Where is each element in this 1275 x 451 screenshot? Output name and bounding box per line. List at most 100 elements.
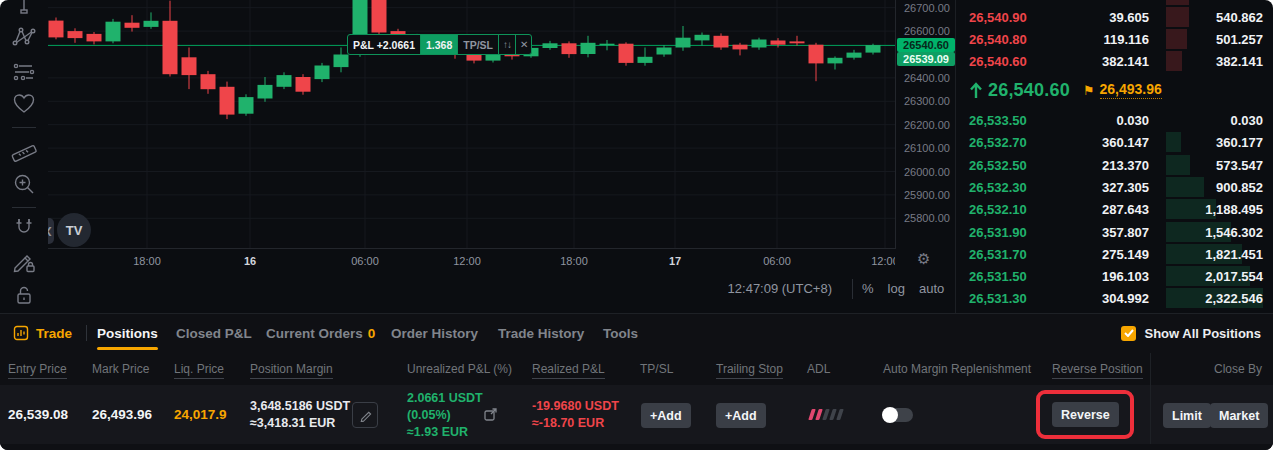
order-size: 213.370: [1102, 158, 1149, 173]
favorites-heart-icon[interactable]: [10, 90, 38, 118]
order-book-bid-row[interactable]: 26,531.90357.8071,546.302: [956, 221, 1273, 243]
order-book-bid-row[interactable]: 26,531.30304.9922,322.546: [956, 287, 1273, 309]
lock-icon[interactable]: [10, 281, 38, 309]
trailing-stop-add-button[interactable]: +Add: [716, 403, 766, 428]
toolbar-collapse-handle[interactable]: ❮: [48, 218, 54, 244]
order-book-bid-row[interactable]: 26,532.30327.305900.852: [956, 176, 1273, 198]
order-price: 26,531.90: [969, 225, 1027, 240]
mark-price-value: 26,493.96: [92, 407, 152, 422]
order-price: 26,531.30: [969, 291, 1027, 306]
order-cum: 2,017.554: [1205, 269, 1263, 284]
price-up-arrow-icon: [969, 82, 983, 99]
price-axis-label: 26400.00: [904, 72, 950, 84]
annotation-highlight-box: [1036, 390, 1134, 439]
realized-pnl-value: -19.9680 USDT ≈-18.70 EUR: [532, 398, 619, 432]
order-price: 26,532.30: [969, 180, 1027, 195]
reverse-arrows-icon[interactable]: ↑↓: [499, 35, 516, 54]
price-axis[interactable]: 26540.60 26539.09 26700.0026600.0026400.…: [895, 0, 955, 249]
column-header[interactable]: Entry Price: [8, 362, 67, 379]
tab-order-history[interactable]: Order History: [391, 314, 478, 352]
last-traded-price: 26,540.60: [988, 80, 1070, 101]
forecast-tool-icon[interactable]: [10, 58, 38, 86]
price-axis-label: 26000.00: [904, 166, 950, 178]
zoom-in-icon[interactable]: [10, 170, 38, 198]
show-all-checkbox[interactable]: [1121, 326, 1136, 341]
panel-tabs: Show All Positions Trade Positions Closed …: [0, 314, 1273, 352]
close-position-icon[interactable]: ✕: [516, 35, 531, 54]
log-scale-button[interactable]: log: [888, 281, 905, 296]
depth-bar: [1166, 155, 1190, 175]
close-limit-button[interactable]: Limit: [1163, 403, 1211, 428]
order-size: 119.116: [1103, 32, 1149, 47]
order-book-bid-row[interactable]: 26,532.70360.147360.177: [956, 131, 1273, 153]
column-header[interactable]: Trailing Stop: [716, 362, 783, 379]
position-row: 26,539.08 26,493.96 24,017.9 3,648.5186 …: [0, 385, 1273, 444]
magnet-icon[interactable]: [10, 214, 38, 242]
gear-icon[interactable]: ⚙: [917, 250, 930, 268]
column-header[interactable]: Reverse Position: [1052, 362, 1143, 379]
order-book-bid-row[interactable]: 26,531.70275.1491,821.451: [956, 243, 1273, 265]
order-price: 26,540.80: [969, 32, 1027, 47]
time-axis-label: 18:00: [133, 255, 161, 267]
time-axis[interactable]: 18:001606:0012:0018:001706:0012:00: [48, 248, 895, 274]
drawing-lock-icon[interactable]: [10, 248, 38, 276]
tpsl-button[interactable]: TP/SL: [458, 35, 499, 54]
time-axis-label: 16: [244, 255, 256, 267]
share-pnl-icon[interactable]: [483, 407, 498, 426]
order-cum: 501.257: [1216, 32, 1263, 47]
order-book: 26,540.60 ⚑ 26,493.96 26,540.9039.605540…: [955, 0, 1273, 313]
positions-panel: Show All Positions Trade Positions Closed …: [0, 313, 1273, 450]
tab-tools[interactable]: Tools: [603, 314, 638, 352]
depth-bar: [1166, 51, 1182, 71]
auto-scale-button[interactable]: auto: [919, 281, 944, 296]
order-book-bid-row[interactable]: 26,531.50196.1032,017.554: [956, 265, 1273, 287]
trading-terminal: P&L +2.0661 1.368 TP/SL ↑↓ ✕ TV ❮ 18:001…: [0, 0, 1273, 450]
tab-trade[interactable]: Trade: [13, 314, 72, 352]
price-axis-label: 25800.00: [904, 212, 950, 224]
tab-positions[interactable]: Positions: [97, 314, 158, 352]
tab-current-orders[interactable]: Current Orders0: [266, 314, 375, 352]
order-book-bid-row[interactable]: 26,533.500.0300.030: [956, 109, 1273, 131]
column-header[interactable]: Position Margin: [250, 362, 333, 379]
column-divider: [1150, 353, 1151, 444]
order-book-bid-row[interactable]: 26,532.50213.370573.547: [956, 154, 1273, 176]
show-all-label: Show All Positions: [1144, 326, 1261, 341]
ruler-icon[interactable]: [10, 138, 38, 166]
show-all-positions[interactable]: Show All Positions: [1121, 314, 1261, 352]
mark-price[interactable]: 26,493.96: [1100, 81, 1162, 99]
order-book-bid-row[interactable]: 26,532.10287.6431,188.495: [956, 198, 1273, 220]
orders-count-badge: 0: [368, 326, 376, 341]
column-header[interactable]: Realized P&L: [532, 362, 605, 379]
price-chart[interactable]: P&L +2.0661 1.368 TP/SL ↑↓ ✕ TV ❮ 18:001…: [48, 0, 895, 313]
liq-price-value: 24,017.9: [174, 407, 227, 422]
price-axis-label: 26300.00: [904, 95, 950, 107]
order-cum: 573.547: [1216, 158, 1263, 173]
order-size: 360.147: [1102, 135, 1149, 150]
tab-closed-p-l[interactable]: Closed P&L: [176, 314, 252, 352]
edit-margin-button[interactable]: [352, 402, 378, 428]
tradingview-logo[interactable]: TV: [57, 213, 91, 247]
trade-icon: [13, 325, 29, 341]
order-cum: 1,188.495: [1205, 202, 1263, 217]
depth-bar: [1166, 177, 1204, 197]
drawing-toolbar: [0, 0, 48, 313]
price-axis-label: 26700.00: [904, 2, 950, 14]
entry-price-tag: 26539.09: [897, 52, 955, 66]
close-market-button[interactable]: Market: [1210, 403, 1268, 428]
percent-scale-button[interactable]: %: [862, 281, 874, 296]
order-price: 26,531.70: [969, 247, 1027, 262]
order-book-ask-row[interactable]: 26,540.80 119.116 501.257: [956, 28, 1273, 50]
tpsl-add-button[interactable]: +Add: [641, 403, 691, 428]
column-header[interactable]: Liq. Price: [174, 362, 224, 379]
order-book-ask-row[interactable]: 26,540.9039.605540.862: [956, 6, 1273, 28]
order-cum: 1,821.451: [1205, 247, 1263, 262]
tab-trade-history[interactable]: Trade History: [498, 314, 584, 352]
xabcd-pattern-icon[interactable]: [10, 23, 38, 51]
order-book-ask-row[interactable]: 26,540.60382.141382.141: [956, 50, 1273, 72]
order-cum: 1,546.302: [1205, 225, 1263, 240]
order-size: 196.103: [1102, 269, 1149, 284]
auto-margin-toggle[interactable]: [883, 408, 913, 422]
order-cum: 540.862: [1216, 10, 1263, 25]
trend-tool-icon[interactable]: [10, 0, 38, 14]
depth-bar: [1166, 132, 1181, 152]
